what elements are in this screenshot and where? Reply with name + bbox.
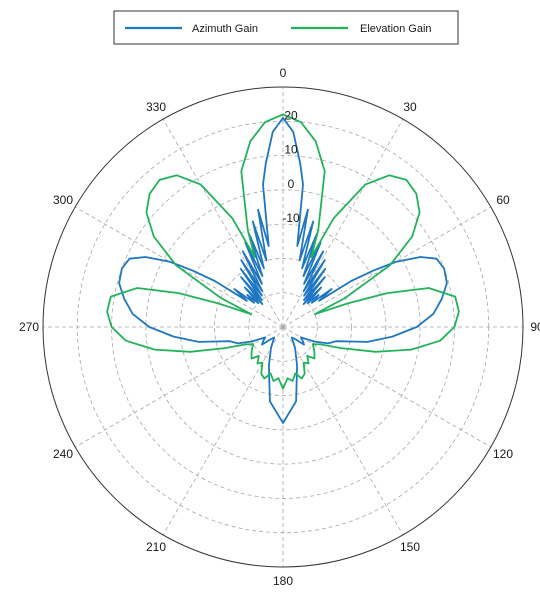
series-azimuth-gain-line [118, 117, 448, 424]
angle-tick-label: 300 [53, 193, 73, 207]
angle-tick-label: 120 [493, 447, 513, 461]
radial-tick-label: 0 [288, 177, 295, 191]
legend: Azimuth Gain Elevation Gain [113, 10, 459, 45]
grid-spoke [282, 326, 492, 448]
angle-tick-label: 30 [403, 100, 417, 114]
legend-azimuth-label: Azimuth Gain [192, 23, 258, 35]
angle-tick-label: 330 [146, 100, 166, 114]
series-elevation-gain-line [106, 113, 460, 390]
radial-tick-label: 10 [284, 143, 298, 157]
grid-ring [145, 189, 421, 465]
angle-tick-label: 240 [53, 447, 73, 461]
legend-elevation-label: Elevation Gain [360, 23, 432, 35]
angle-tick-label: 90 [530, 320, 540, 334]
grid-spoke [162, 326, 284, 536]
grid-spoke [162, 118, 284, 328]
tick-labels: 0 30 60 90 120 150 180 210 240 270 300 330 -10 0 10 20 [19, 66, 540, 588]
radial-tick-label: 20 [284, 108, 298, 122]
angle-tick-label: 60 [496, 193, 510, 207]
grid-spoke [74, 326, 284, 448]
outer-axis-circle [42, 86, 524, 568]
angle-tick-label: 210 [146, 540, 166, 554]
angle-tick-label: 180 [273, 574, 293, 588]
polar-grid [43, 87, 523, 567]
grid-ring [179, 223, 387, 431]
grid-spoke [282, 326, 404, 536]
grid-ring [214, 258, 352, 396]
series-layer [106, 113, 460, 424]
grid-spoke [282, 118, 404, 328]
angle-tick-label: 0 [280, 66, 287, 80]
radial-tick-label: -10 [282, 211, 300, 225]
grid-ring [248, 292, 318, 362]
angle-tick-label: 150 [400, 540, 420, 554]
angle-tick-label: 270 [19, 320, 39, 334]
